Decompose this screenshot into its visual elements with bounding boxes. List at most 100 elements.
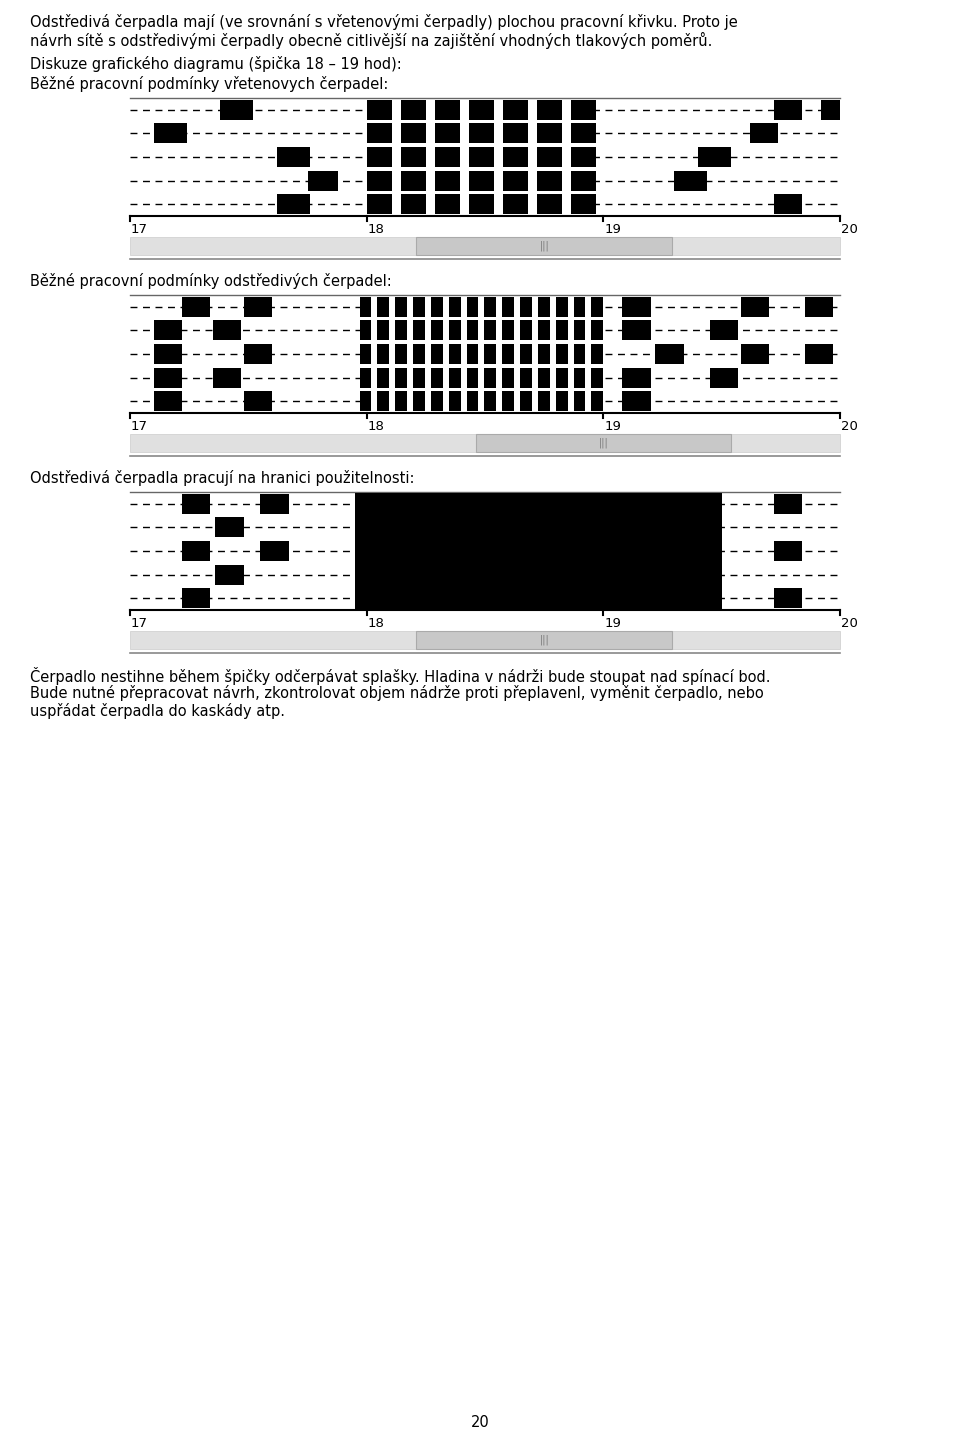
Text: 17: 17 (131, 223, 148, 236)
Bar (774, 541, 803, 561)
Bar (821, 101, 840, 119)
Bar (674, 171, 708, 191)
Bar (750, 123, 779, 144)
Text: 18: 18 (368, 419, 385, 434)
Bar (740, 345, 769, 363)
Bar (550, 297, 556, 411)
Text: 18: 18 (368, 617, 385, 630)
Text: 17: 17 (131, 617, 148, 630)
Bar (307, 171, 338, 191)
Bar (367, 194, 596, 214)
Bar (532, 297, 538, 411)
Text: |||: ||| (540, 635, 549, 645)
Bar (367, 101, 596, 119)
Bar (392, 101, 400, 214)
Text: 20: 20 (841, 223, 858, 236)
Bar (443, 297, 448, 411)
Bar (154, 368, 182, 388)
Text: 20: 20 (841, 617, 858, 630)
Bar (130, 630, 840, 649)
Bar (656, 345, 684, 363)
Bar (494, 101, 503, 214)
Bar (154, 345, 182, 363)
Bar (426, 101, 435, 214)
Bar (244, 391, 272, 411)
Bar (622, 391, 651, 411)
Bar (154, 123, 187, 144)
Bar (425, 297, 431, 411)
Bar (154, 391, 182, 411)
Text: |||: ||| (598, 438, 609, 448)
Text: 20: 20 (841, 419, 858, 434)
Bar (213, 320, 241, 340)
Bar (215, 517, 244, 537)
Bar (563, 101, 571, 214)
Bar (182, 494, 210, 514)
Text: Odstředivá čerpadla pracují na hranici použitelnosti:: Odstředivá čerpadla pracují na hranici p… (30, 470, 415, 485)
Bar (276, 194, 310, 214)
Bar (367, 123, 596, 144)
Text: 19: 19 (605, 223, 621, 236)
Bar (417, 630, 672, 649)
Bar (360, 368, 603, 388)
Bar (515, 297, 520, 411)
Bar (622, 297, 651, 317)
Text: Běžné pracovní podmínky vřetenovych čerpadel:: Běžné pracovní podmínky vřetenovych čerp… (30, 76, 389, 92)
Text: 19: 19 (605, 617, 621, 630)
Bar (244, 297, 272, 317)
Bar (478, 297, 485, 411)
Bar (622, 320, 651, 340)
Bar (804, 345, 833, 363)
Bar (182, 297, 210, 317)
Bar (567, 297, 574, 411)
Text: 19: 19 (605, 419, 621, 434)
Text: 18: 18 (368, 223, 385, 236)
Bar (698, 146, 732, 167)
Text: |||: ||| (540, 241, 549, 251)
Bar (460, 101, 468, 214)
Bar (260, 541, 289, 561)
Bar (215, 564, 244, 584)
Bar (475, 434, 732, 452)
Bar (367, 171, 596, 191)
Text: Bude nutné přepracovat návrh, zkontrolovat objem nádrže proti přeplavenl, vyměni: Bude nutné přepracovat návrh, zkontrolov… (30, 685, 764, 701)
Bar (360, 320, 603, 340)
Text: Diskuze grafického diagramu (špička 18 – 19 hod):: Diskuze grafického diagramu (špička 18 –… (30, 56, 401, 72)
Bar (220, 101, 253, 119)
Bar (182, 541, 210, 561)
Bar (709, 368, 738, 388)
Bar (154, 320, 182, 340)
Bar (774, 194, 803, 214)
Bar (709, 320, 738, 340)
Bar (213, 368, 241, 388)
Bar (804, 297, 833, 317)
Text: 20: 20 (470, 1414, 490, 1430)
Text: uspřádat čerpadla do kaskády atp.: uspřádat čerpadla do kaskády atp. (30, 704, 285, 719)
Bar (496, 297, 502, 411)
Text: Odstředivá čerpadla mají (ve srovnání s vřetenovými čerpadly) plochou pracovní k: Odstředivá čerpadla mají (ve srovnání s … (30, 14, 737, 30)
Bar (360, 345, 603, 363)
Bar (260, 494, 289, 514)
Bar (372, 297, 377, 411)
Bar (407, 297, 413, 411)
Bar (417, 237, 672, 256)
Text: Běžné pracovní podmínky odstředivých čerpadel:: Běžné pracovní podmínky odstředivých čer… (30, 273, 392, 289)
Bar (774, 494, 803, 514)
Bar (390, 297, 396, 411)
Text: návrh sítě s odstředivými čerpadly obecně citlivější na zajištění vhodných tlako: návrh sítě s odstředivými čerpadly obecn… (30, 32, 712, 49)
Bar (130, 237, 840, 256)
Bar (586, 297, 591, 411)
Bar (276, 146, 310, 167)
Bar (244, 345, 272, 363)
Bar (367, 146, 596, 167)
Text: Čerpadlo nestihne během špičky odčerpávat splašky. Hladina v nádrži bude stoupat: Čerpadlo nestihne během špičky odčerpáva… (30, 666, 771, 685)
Bar (622, 368, 651, 388)
Bar (355, 494, 722, 609)
Bar (461, 297, 467, 411)
Text: 17: 17 (131, 419, 148, 434)
Bar (360, 391, 603, 411)
Bar (774, 101, 803, 119)
Bar (182, 589, 210, 607)
Bar (360, 297, 603, 317)
Bar (740, 297, 769, 317)
